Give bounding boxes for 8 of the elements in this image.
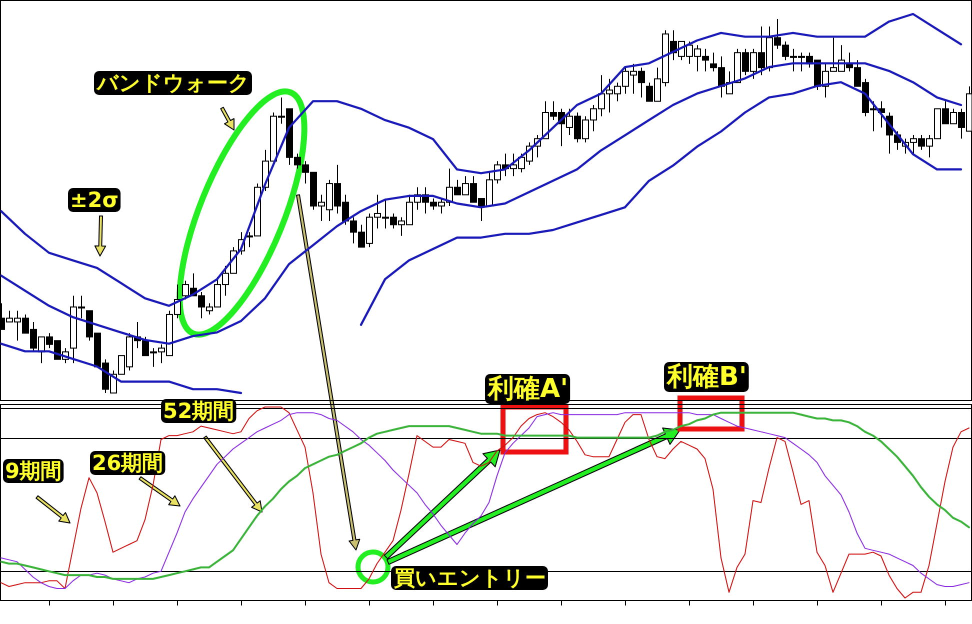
annotation: ±2σ: [70, 188, 119, 212]
annotation: バンドウォーク: [96, 71, 250, 95]
annotation: 26期間: [92, 451, 164, 475]
annotation: 9期間: [5, 459, 62, 483]
annotation: 利確A': [487, 374, 568, 404]
annotation: 買いエントリー: [393, 566, 546, 590]
annotation: 52期間: [163, 399, 234, 423]
annotation: 利確B': [666, 362, 747, 392]
